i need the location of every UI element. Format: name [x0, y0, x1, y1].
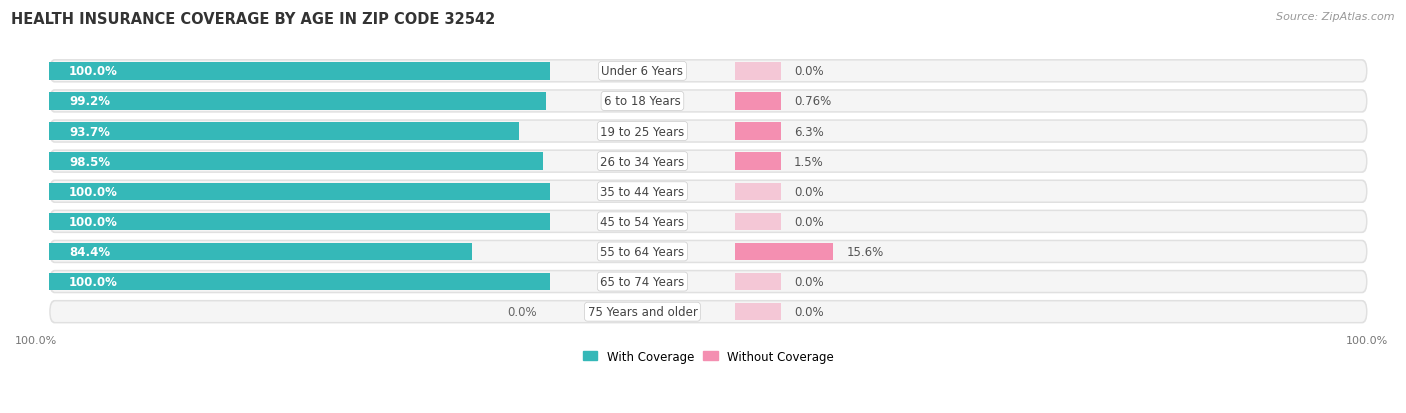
Bar [735, 63, 780, 81]
Text: 6.3%: 6.3% [794, 125, 824, 138]
Bar [735, 273, 780, 291]
Text: 98.5%: 98.5% [69, 155, 110, 168]
Bar [735, 153, 780, 171]
Text: 55 to 64 Years: 55 to 64 Years [600, 245, 685, 259]
Bar [735, 93, 780, 110]
FancyBboxPatch shape [49, 90, 1368, 114]
Bar [735, 243, 834, 261]
Bar [49, 273, 550, 291]
Text: Source: ZipAtlas.com: Source: ZipAtlas.com [1277, 12, 1395, 22]
Text: 99.2%: 99.2% [69, 95, 110, 108]
Text: 84.4%: 84.4% [69, 245, 110, 259]
Text: 0.76%: 0.76% [794, 95, 831, 108]
FancyBboxPatch shape [49, 300, 1368, 324]
Text: 93.7%: 93.7% [69, 125, 110, 138]
Bar [49, 93, 546, 110]
Text: 19 to 25 Years: 19 to 25 Years [600, 125, 685, 138]
FancyBboxPatch shape [49, 120, 1368, 143]
Text: 1.5%: 1.5% [794, 155, 824, 168]
Text: 45 to 54 Years: 45 to 54 Years [600, 215, 685, 228]
Bar [49, 123, 519, 140]
FancyBboxPatch shape [51, 272, 1367, 292]
FancyBboxPatch shape [51, 302, 1367, 322]
Text: 15.6%: 15.6% [846, 245, 884, 259]
FancyBboxPatch shape [49, 270, 1368, 294]
Bar [735, 303, 780, 320]
Text: 35 to 44 Years: 35 to 44 Years [600, 185, 685, 198]
Text: 26 to 34 Years: 26 to 34 Years [600, 155, 685, 168]
FancyBboxPatch shape [49, 150, 1368, 173]
Text: 0.0%: 0.0% [508, 306, 537, 318]
Legend: With Coverage, Without Coverage: With Coverage, Without Coverage [578, 345, 838, 368]
Text: 65 to 74 Years: 65 to 74 Years [600, 275, 685, 288]
Text: 0.0%: 0.0% [794, 185, 824, 198]
Bar [49, 153, 543, 171]
Text: 0.0%: 0.0% [794, 306, 824, 318]
FancyBboxPatch shape [49, 180, 1368, 204]
Bar [49, 183, 550, 200]
FancyBboxPatch shape [49, 210, 1368, 233]
Bar [49, 243, 472, 261]
Text: Under 6 Years: Under 6 Years [602, 65, 683, 78]
FancyBboxPatch shape [51, 211, 1367, 232]
Text: 100.0%: 100.0% [69, 275, 118, 288]
Bar [735, 213, 780, 230]
Text: 6 to 18 Years: 6 to 18 Years [605, 95, 681, 108]
Text: 0.0%: 0.0% [794, 65, 824, 78]
FancyBboxPatch shape [51, 91, 1367, 112]
Bar [49, 63, 550, 81]
Text: 100.0%: 100.0% [69, 185, 118, 198]
FancyBboxPatch shape [51, 121, 1367, 142]
Text: 0.0%: 0.0% [794, 275, 824, 288]
FancyBboxPatch shape [51, 152, 1367, 172]
Bar [735, 183, 780, 200]
FancyBboxPatch shape [49, 240, 1368, 263]
Bar [49, 213, 550, 230]
Text: 100.0%: 100.0% [69, 65, 118, 78]
FancyBboxPatch shape [51, 182, 1367, 202]
FancyBboxPatch shape [51, 242, 1367, 262]
Bar [735, 123, 780, 140]
FancyBboxPatch shape [51, 62, 1367, 82]
Text: 100.0%: 100.0% [69, 215, 118, 228]
Text: 75 Years and older: 75 Years and older [588, 306, 697, 318]
Text: HEALTH INSURANCE COVERAGE BY AGE IN ZIP CODE 32542: HEALTH INSURANCE COVERAGE BY AGE IN ZIP … [11, 12, 495, 27]
Text: 0.0%: 0.0% [794, 215, 824, 228]
FancyBboxPatch shape [49, 60, 1368, 83]
